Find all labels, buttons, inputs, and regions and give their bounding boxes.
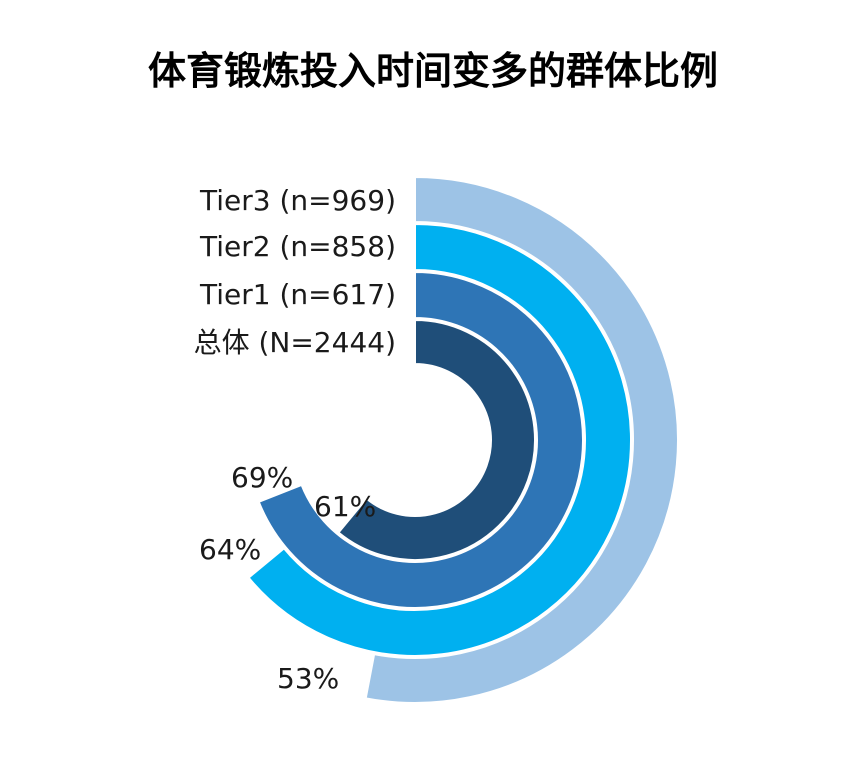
category-label-4: 总体 (N=2444) [194, 326, 396, 359]
arc-bar-1 [364, 175, 679, 704]
category-label-3: Tier1 (n=617) [199, 278, 396, 311]
arc-bar-2 [247, 222, 632, 657]
value-label-2: 64% [199, 533, 261, 566]
value-label-4: 61% [314, 490, 376, 523]
arc-bar-4 [337, 318, 536, 561]
category-labels: Tier3 (n=969) Tier2 (n=858) Tier1 (n=617) 总… [194, 184, 396, 359]
category-label-2: Tier2 (n=858) [199, 230, 396, 263]
chart-title: 体育锻炼投入时间变多的群体比例 [147, 49, 718, 93]
arc-series [247, 175, 679, 704]
value-label-3: 69% [231, 461, 293, 494]
value-labels: 53% 64% 69% 61% [199, 461, 376, 695]
arc-bar-3 [257, 270, 584, 609]
value-label-1: 53% [277, 662, 339, 695]
category-label-1: Tier3 (n=969) [199, 184, 396, 217]
